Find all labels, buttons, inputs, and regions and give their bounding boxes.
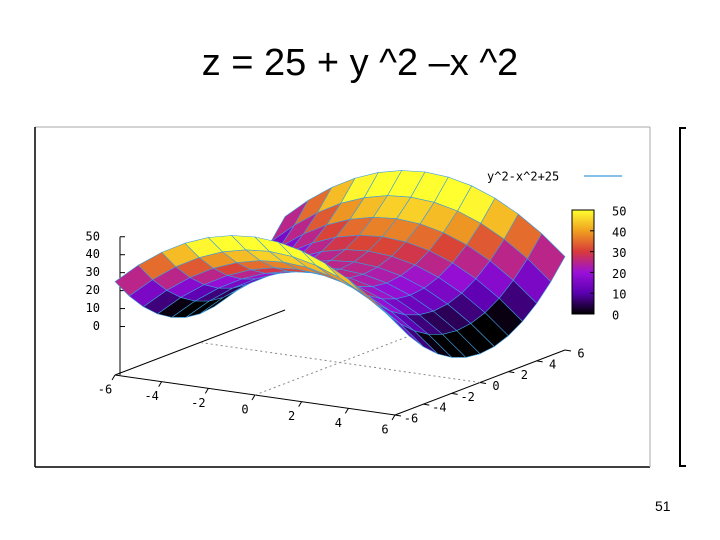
x-tick (204, 388, 209, 394)
y-tick-label: 4 (549, 357, 556, 371)
colorbar-tick-label: 50 (612, 205, 626, 219)
y-tick-label: -4 (432, 401, 446, 415)
z-tick-label: 10 (86, 301, 100, 315)
x-tick-label: 0 (241, 403, 248, 417)
colorbar-tick-label: 0 (612, 309, 619, 323)
colorbar (571, 209, 595, 315)
x-tick-label: 4 (335, 416, 342, 430)
y-tick-label: 0 (492, 379, 499, 393)
y-tick (536, 360, 543, 363)
x-tick (391, 414, 396, 421)
colorbar-tick-label: 30 (612, 246, 626, 260)
y-tick-label: -2 (460, 390, 474, 404)
page-number: 51 (655, 498, 671, 514)
colorbar-tick-label: 10 (612, 288, 626, 302)
grid-line (199, 342, 481, 383)
z-tick-label: 20 (86, 283, 100, 297)
y-tick (423, 403, 430, 406)
surface-cell (371, 298, 410, 337)
z-tick-label: 0 (93, 319, 100, 333)
z-tick-label: 50 (86, 229, 100, 243)
colorbar-tick-label: 20 (612, 267, 626, 281)
y-tick-label: 2 (521, 368, 528, 382)
x-tick (298, 401, 303, 407)
y-tick-label: -6 (404, 412, 418, 426)
base-edge (114, 309, 286, 376)
y-tick (479, 382, 487, 384)
y-tick (508, 371, 515, 374)
y-tick (564, 349, 572, 352)
x-tick (251, 394, 256, 401)
colorbar-tick-label: 40 (612, 225, 626, 239)
z-tick-label: 40 (86, 247, 100, 261)
z-tick-label: 30 (86, 265, 100, 279)
x-tick-label: -2 (191, 396, 205, 410)
x-tick-label: 6 (381, 423, 388, 437)
x-tick (111, 374, 116, 381)
legend-label: y^2-x^2+25 (487, 170, 559, 184)
x-tick-label: -4 (144, 389, 158, 403)
x-tick (344, 408, 349, 414)
y-tick (394, 414, 402, 417)
x-tick (158, 381, 163, 387)
y-tick (451, 392, 458, 395)
y-tick-label: 6 (577, 347, 584, 361)
x-tick-label: 2 (288, 409, 295, 423)
x-tick-label: -6 (98, 383, 112, 397)
slide-title: z = 25 + y ^2 –x ^2 (201, 42, 519, 84)
